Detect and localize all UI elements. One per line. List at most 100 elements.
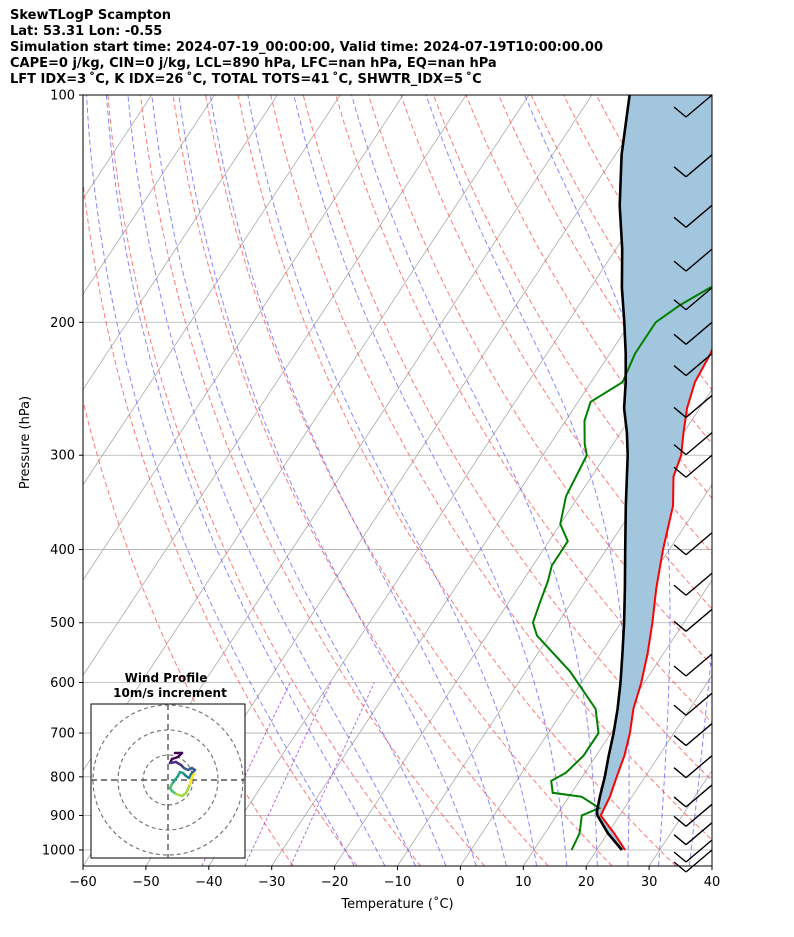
wind-barbs	[673, 94, 713, 873]
moist-adiabat	[127, 95, 416, 866]
wind-barb	[673, 394, 713, 418]
hodograph-segment	[190, 772, 196, 780]
dry-adiabat	[759, 95, 794, 866]
wind-barb	[673, 154, 713, 178]
wind-barb-shaft	[685, 321, 713, 345]
x-tick-label: −30	[258, 875, 285, 890]
wind-barb	[673, 454, 713, 478]
wind-barb	[673, 822, 713, 846]
dewpoint-line	[531, 285, 712, 851]
wind-barb-shaft	[685, 608, 713, 632]
wind-barb-shaft	[685, 432, 713, 456]
axes: −60 −50 −40 −30 −20 −10 0 10 20 30 40 100 200 300 400 5…	[42, 89, 720, 891]
wind-barb-flag	[673, 106, 687, 118]
dry-adiabat	[727, 95, 794, 866]
wind-barb-flag	[673, 406, 687, 418]
wind-barb	[673, 321, 713, 345]
wind-barb-flag	[673, 299, 687, 311]
mixing-ratio-line	[290, 682, 375, 866]
moist-adiabat	[151, 95, 447, 866]
wind-barb	[673, 692, 713, 716]
wind-barb-shaft	[685, 287, 713, 311]
y-tick-label: 500	[50, 616, 75, 631]
wind-barb-shaft	[685, 532, 713, 556]
wind-barb-shaft	[685, 454, 713, 478]
wind-barb-shaft	[685, 784, 713, 808]
dry-adiabat	[335, 95, 712, 724]
wind-barb	[673, 248, 713, 272]
y-tick-label: 800	[50, 770, 75, 785]
dry-adiabat	[367, 95, 712, 667]
index-line: LFT IDX=3 ˚C, K IDX=26 ˚C, TOTAL TOTS=41…	[10, 72, 482, 87]
y-tick-label: 200	[50, 316, 75, 331]
wind-barb-flag	[673, 620, 687, 632]
y-tick-label: 700	[50, 727, 75, 742]
moist-adiabat	[247, 95, 538, 866]
wind-barb-shaft	[685, 94, 713, 118]
wind-barb	[673, 94, 713, 118]
x-tick-label: 20	[578, 875, 595, 890]
isotherm-line	[522, 579, 712, 866]
cin-shading	[596, 95, 712, 850]
moist-adiabat	[351, 95, 598, 866]
inset-content	[91, 704, 245, 858]
moist-adiabat	[720, 95, 794, 866]
isotherm-line	[585, 674, 712, 866]
moist-adiabat	[86, 95, 355, 866]
wind-barb-flag	[673, 665, 687, 677]
wind-barb-flag	[673, 444, 687, 456]
wind-barb-shaft	[685, 204, 713, 228]
x-tick-label: 10	[515, 875, 532, 890]
mixing-ratio-line	[244, 682, 332, 866]
x-tick-label: 30	[641, 875, 658, 890]
wind-barb-flag	[673, 364, 687, 377]
wind-barb	[673, 723, 713, 747]
wind-barb-shaft	[685, 154, 713, 178]
chart-header: SkewTLogP Scampton Lat: 53.31 Lon: -0.55…	[10, 8, 603, 88]
location-line: Lat: 53.31 Lon: -0.55	[10, 24, 163, 39]
isotherm-line	[83, 95, 341, 486]
wind-barb-flag	[673, 851, 687, 863]
plot-content	[83, 95, 794, 866]
y-tick-label: 1000	[42, 844, 75, 859]
moist-adiabat	[105, 95, 386, 866]
moist-adiabat	[178, 95, 477, 866]
isotherm-line	[83, 95, 278, 391]
x-tick-label: −10	[384, 875, 411, 890]
dry-adiabat	[237, 95, 677, 866]
inset-title: Wind Profile	[125, 671, 208, 685]
dry-adiabat	[107, 95, 422, 866]
wind-barb	[673, 572, 713, 596]
wind-barb-flag	[673, 834, 687, 846]
x-tick-label: −20	[321, 875, 348, 890]
wind-barb-flag	[673, 796, 687, 808]
parcel-line	[595, 95, 631, 851]
isotherm-line	[460, 484, 712, 866]
x-tick-label: −60	[69, 875, 96, 890]
wind-barb-shaft	[685, 803, 713, 827]
y-axis-label: Pressure (hPa)	[18, 396, 33, 489]
wind-barb	[673, 653, 713, 677]
wind-barb	[673, 803, 713, 827]
isotherm-line	[334, 293, 712, 866]
wind-barb-shaft	[685, 572, 713, 596]
wind-barb-flag	[673, 216, 687, 228]
wind-barb	[673, 432, 713, 456]
isotherm-line	[83, 95, 215, 295]
time-line: Simulation start time: 2024-07-19_00:00:…	[10, 40, 603, 55]
isotherm-line	[711, 865, 712, 866]
wind-barb	[673, 204, 713, 228]
y-tick-label: 100	[50, 89, 75, 104]
dry-adiabat	[205, 95, 613, 866]
cape-line: CAPE=0 j/kg, CIN=0 j/kg, LCL=890 hPa, LF…	[10, 56, 497, 71]
dry-adiabat	[140, 95, 485, 866]
y-tick-label: 900	[50, 809, 75, 824]
wind-barb-flag	[673, 333, 687, 345]
wind-barb-flag	[673, 466, 687, 478]
wind-barb-flag	[673, 704, 687, 716]
moist-adiabat	[293, 95, 568, 866]
wind-barb	[673, 287, 713, 311]
x-tick-label: −50	[132, 875, 159, 890]
wind-barb-shaft	[685, 248, 713, 272]
